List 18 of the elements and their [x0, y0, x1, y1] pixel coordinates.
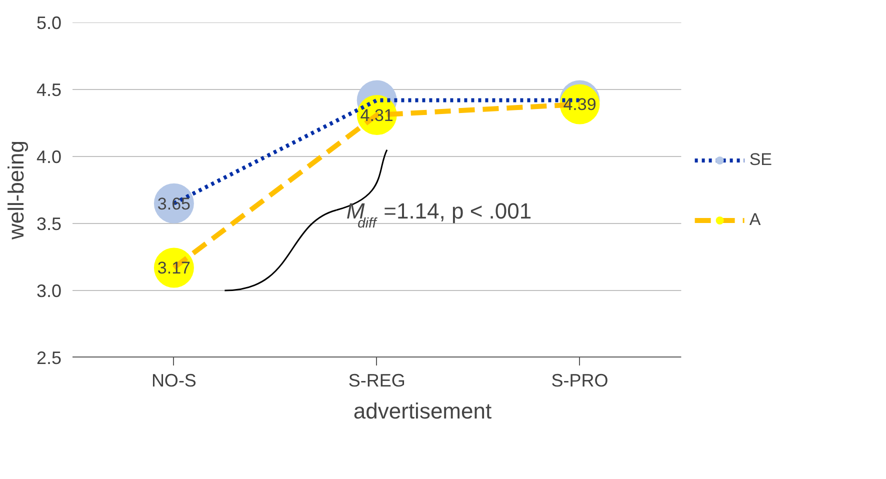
- text: 3.5: [36, 214, 62, 234]
- text: 4.0: [36, 147, 62, 167]
- x-tick-label: NO-S: [151, 370, 196, 390]
- data-label: 3.17: [157, 258, 190, 278]
- x-tick-label: S-REG: [348, 370, 406, 390]
- data-label: 4.39: [563, 95, 596, 114]
- annotation: Mdiff=1.14, p < .001: [346, 198, 532, 230]
- text: 3.0: [36, 281, 62, 301]
- text: 4.5: [36, 80, 62, 100]
- data-label: 4.31: [360, 106, 394, 125]
- text: 2.5: [36, 348, 62, 368]
- legend-label: A: [749, 210, 762, 230]
- text: 5.0: [36, 13, 62, 33]
- x-tick-label: S-PRO: [551, 370, 608, 390]
- y-axis-title: well-being: [3, 140, 28, 241]
- data-label: 3.65: [157, 194, 190, 214]
- legend-label: SE: [749, 150, 772, 170]
- x-axis-title: advertisement: [353, 398, 492, 424]
